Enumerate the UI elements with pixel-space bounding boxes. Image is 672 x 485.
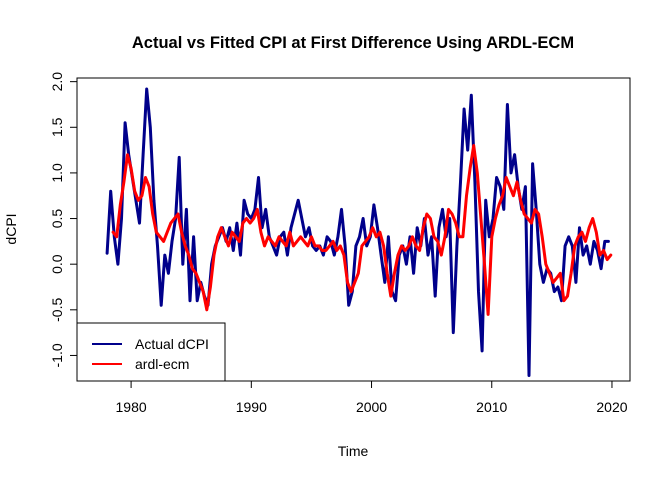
- x-tick-label: 1980: [116, 399, 147, 415]
- y-tick-label: 1.5: [49, 117, 65, 137]
- x-tick-label: 2010: [476, 399, 507, 415]
- y-tick-label: 0.5: [49, 209, 65, 229]
- y-tick-label: 0.0: [49, 254, 65, 274]
- series-line-actual-dcpi: [105, 87, 610, 377]
- series-line-ardl-ecm: [111, 144, 613, 316]
- y-tick-label: 2.0: [49, 72, 65, 92]
- legend: Actual dCPI ardl-ecm: [76, 322, 226, 382]
- y-tick-label: -0.5: [49, 298, 65, 322]
- series-group: [105, 87, 613, 377]
- y-axis-label: dCPI: [3, 213, 19, 244]
- y-tick-label: 1.0: [49, 163, 65, 183]
- legend-box: [76, 322, 226, 382]
- x-axis-label: Time: [338, 443, 369, 459]
- legend-label-ardl-ecm: ardl-ecm: [135, 356, 189, 372]
- x-tick-label: 2000: [356, 399, 387, 415]
- x-tick-label: 2020: [596, 399, 627, 415]
- x-axis: 1980 1990 2000 2010 2020: [116, 380, 628, 415]
- y-tick-label: -1.0: [49, 343, 65, 367]
- x-tick-label: 1990: [236, 399, 267, 415]
- legend-label-actual: Actual dCPI: [135, 336, 209, 352]
- chart-title: Actual vs Fitted CPI at First Difference…: [132, 34, 574, 52]
- y-axis: -1.0 -0.5 0.0 0.5 1.0 1.5 2.0: [49, 72, 78, 368]
